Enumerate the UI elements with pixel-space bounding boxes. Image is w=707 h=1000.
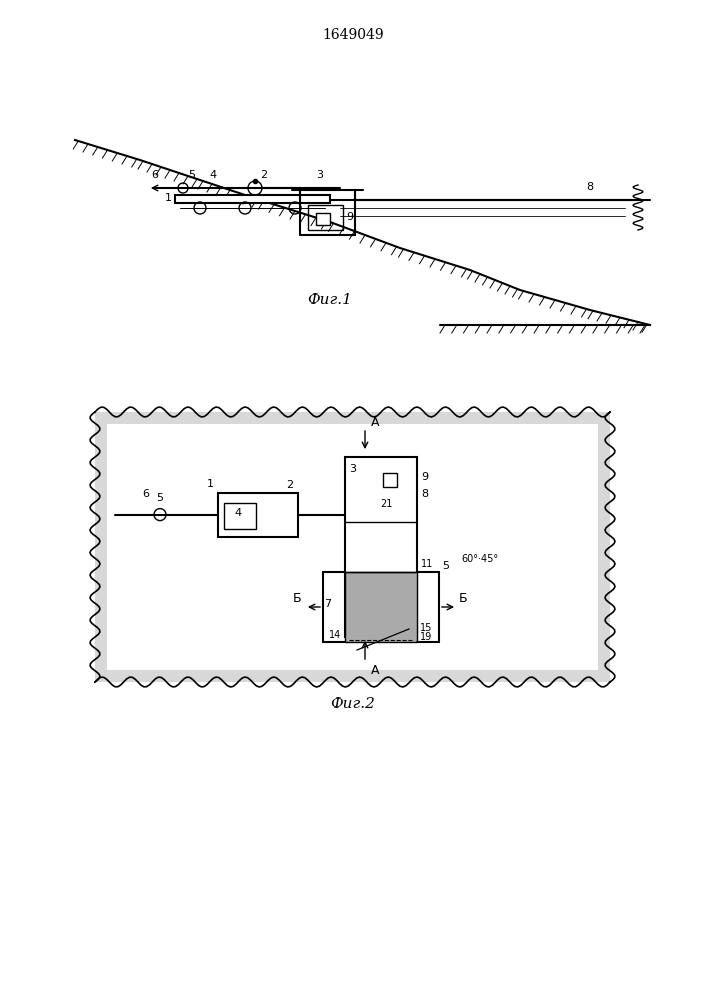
Bar — [218, 493, 298, 537]
Bar — [175, 195, 330, 203]
Text: 4: 4 — [209, 170, 216, 180]
Text: Фиг.1: Фиг.1 — [308, 293, 352, 307]
Text: Б: Б — [293, 592, 301, 605]
Text: 3: 3 — [349, 464, 356, 474]
Text: 6: 6 — [143, 489, 149, 499]
Text: A: A — [370, 664, 379, 676]
Text: 21: 21 — [380, 499, 392, 509]
Text: 11: 11 — [421, 559, 433, 569]
Text: 9: 9 — [346, 213, 353, 223]
Text: 15: 15 — [420, 623, 433, 633]
Bar — [316, 213, 330, 225]
Text: 9: 9 — [421, 472, 428, 482]
Text: 1: 1 — [165, 193, 172, 203]
Text: 2: 2 — [286, 480, 293, 490]
Text: 14: 14 — [329, 630, 341, 640]
Text: 5: 5 — [442, 561, 449, 571]
Text: 7: 7 — [324, 599, 331, 609]
Text: 8: 8 — [586, 182, 594, 192]
Bar — [308, 205, 343, 230]
Bar — [95, 412, 610, 682]
Text: 2: 2 — [260, 170, 267, 180]
Text: Б: Б — [459, 592, 467, 605]
Text: 60°·45°: 60°·45° — [461, 554, 498, 564]
Text: 1: 1 — [206, 479, 214, 489]
Text: 19: 19 — [420, 632, 432, 642]
Bar — [345, 457, 417, 637]
Text: 5: 5 — [189, 170, 196, 180]
Bar — [107, 424, 598, 670]
Text: A: A — [370, 416, 379, 428]
Text: Фиг.2: Фиг.2 — [331, 697, 375, 711]
Text: 8: 8 — [421, 489, 428, 499]
Text: 4: 4 — [235, 508, 242, 518]
Text: 5: 5 — [156, 493, 163, 503]
Text: 6: 6 — [151, 170, 158, 180]
Text: 3: 3 — [317, 170, 324, 180]
Text: 1649049: 1649049 — [322, 28, 384, 42]
Bar — [345, 572, 417, 642]
Bar — [224, 503, 256, 529]
Bar — [383, 473, 397, 487]
